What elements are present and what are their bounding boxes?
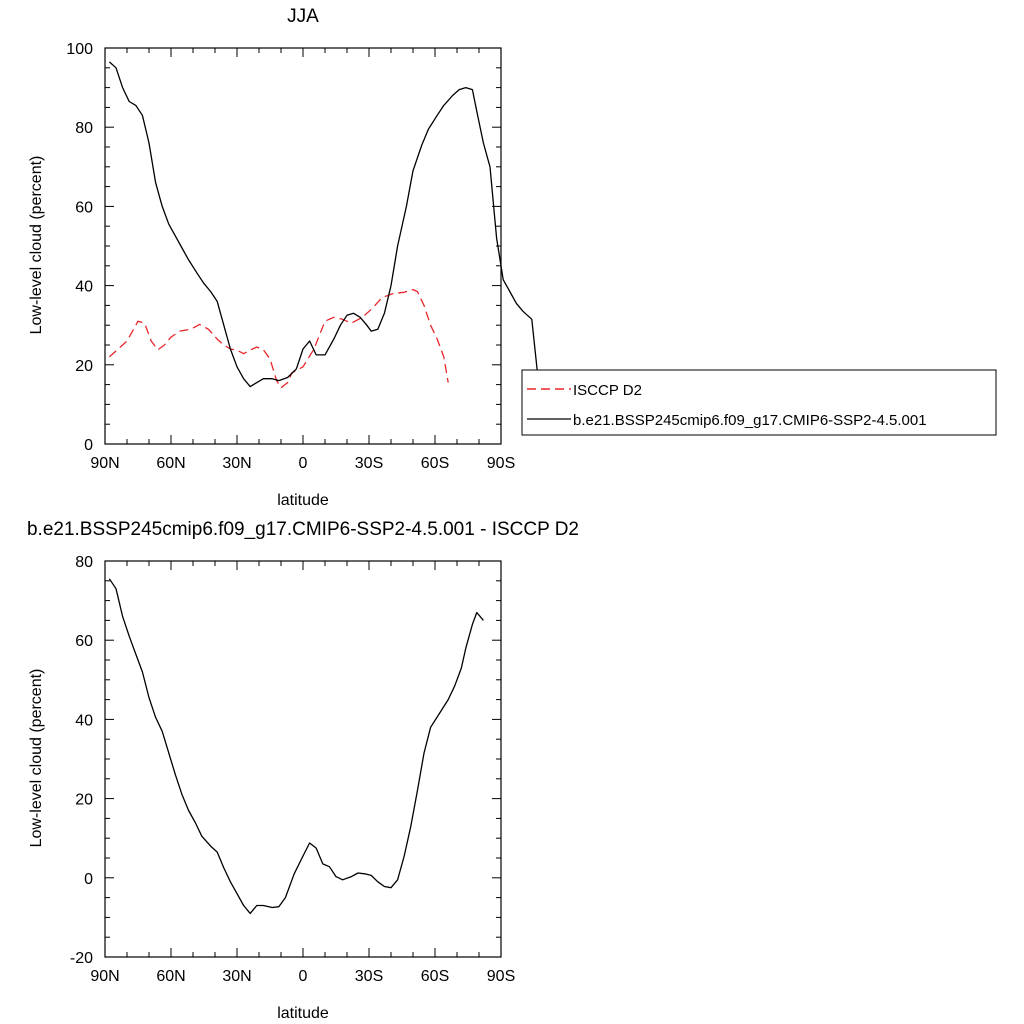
top-panel-title: JJA xyxy=(287,6,319,27)
legend: ISCCP D2 b.e21.BSSP245cmip6.f09_g17.CMIP… xyxy=(521,369,997,436)
top-panel-x-tick-label: 0 xyxy=(299,455,308,472)
bottom-panel-ticks: 90N 60N 30N 0 30S 60S 90S -20 0 20 40 60 80 xyxy=(70,554,515,985)
bottom-panel-x-tick-label: 90N xyxy=(90,968,119,985)
bottom-panel-x-tick-label: 60N xyxy=(156,968,185,985)
top-panel-y-tick-label: 100 xyxy=(66,41,93,58)
bottom-panel-y-tick-label: 80 xyxy=(75,554,93,571)
bottom-panel-x-tick-label: 30S xyxy=(355,968,383,985)
bottom-panel-title: b.e21.BSSP245cmip6.f09_g17.CMIP6-SSP2-4.… xyxy=(27,519,579,540)
bottom-panel-series-line-0 xyxy=(108,578,484,915)
top-panel-frame xyxy=(104,47,502,445)
top-panel-x-axis-label: latitude xyxy=(277,492,329,509)
top-panel-x-tick-label: 30S xyxy=(355,455,383,472)
bottom-panel-x-tick-label: 90S xyxy=(487,968,515,985)
bottom-panel-x-tick-label: 60S xyxy=(421,968,449,985)
bottom-panel-y-tick-label: 40 xyxy=(75,712,93,729)
top-panel-series xyxy=(108,61,542,403)
top-panel-x-tick-label: 30N xyxy=(222,455,251,472)
bottom-panel-y-axis-label: Low-level cloud (percent) xyxy=(28,669,45,848)
top-panel-x-tick-label: 60N xyxy=(156,455,185,472)
top-panel-y-tick-label: 0 xyxy=(84,437,93,454)
top-panel-x-tick-label: 90N xyxy=(90,455,119,472)
top-panel-x-tick-label: 90S xyxy=(487,455,515,472)
top-panel-y-tick-label: 40 xyxy=(75,279,93,296)
legend-label-model: b.e21.BSSP245cmip6.f09_g17.CMIP6-SSP2-4.… xyxy=(573,412,927,429)
bottom-panel-x-tick-label: 0 xyxy=(299,968,308,985)
bottom-panel-x-tick-label: 30N xyxy=(222,968,251,985)
bottom-panel-series xyxy=(108,578,484,915)
bottom-panel-y-tick-label: 0 xyxy=(84,871,93,888)
top-panel-y-tick-label: 80 xyxy=(75,120,93,137)
top-panel-series-line-1 xyxy=(108,61,542,403)
bottom-panel-y-tick-label: 20 xyxy=(75,792,93,809)
bottom-panel-y-tick-label: -20 xyxy=(70,950,93,967)
top-panel-x-tick-label: 60S xyxy=(421,455,449,472)
bottom-panel-frame xyxy=(104,560,502,958)
top-panel-plot: JJA latitude Low-level cloud (percent) 9… xyxy=(28,6,542,509)
legend-label-isccp: ISCCP D2 xyxy=(573,382,642,399)
top-panel-y-tick-label: 60 xyxy=(75,199,93,216)
legend-box xyxy=(521,369,997,436)
top-panel-y-tick-label: 20 xyxy=(75,358,93,375)
top-panel-series-line-0 xyxy=(108,288,449,389)
bottom-panel-plot: b.e21.BSSP245cmip6.f09_g17.CMIP6-SSP2-4.… xyxy=(27,519,579,1022)
top-panel-ticks: 90N 60N 30N 0 30S 60S 90S 0 20 40 60 80 100 xyxy=(66,41,515,472)
bottom-panel-x-axis-label: latitude xyxy=(277,1005,329,1022)
bottom-panel-y-tick-label: 60 xyxy=(75,633,93,650)
top-panel-y-axis-label: Low-level cloud (percent) xyxy=(28,156,45,335)
